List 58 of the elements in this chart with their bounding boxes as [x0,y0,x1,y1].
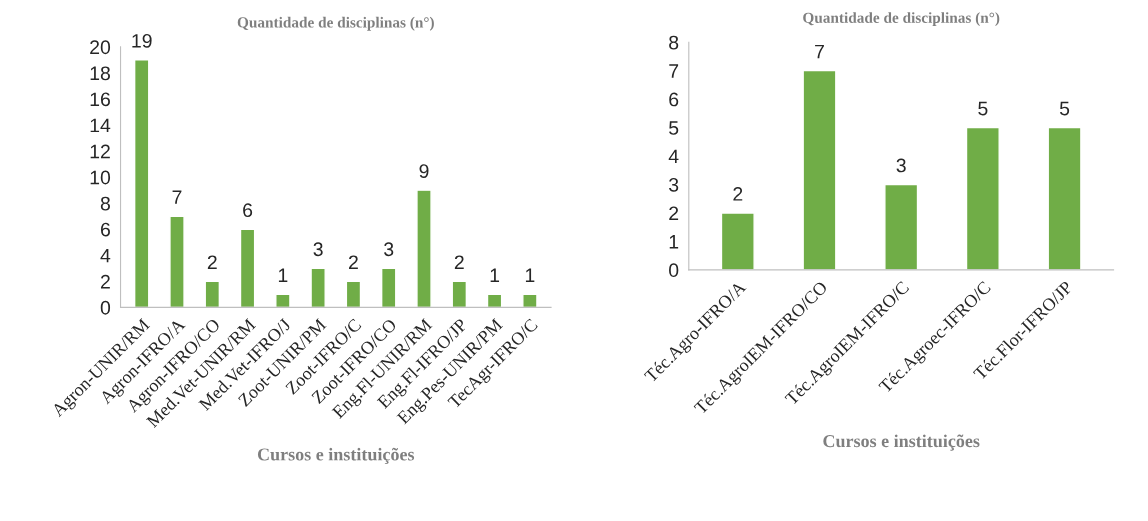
bar [345,280,362,308]
data-label: 5 [1059,101,1070,116]
y-tick-label: 1 [669,235,679,249]
data-label: 9 [419,164,429,178]
bar [275,293,291,308]
y-tick-label: 3 [669,177,679,192]
bar [133,59,150,308]
data-label: 1 [490,268,500,282]
data-label: 19 [132,33,152,48]
bar [720,212,755,270]
data-label: 2 [349,255,358,269]
x-axis-title: Cursos e instituições [257,447,415,465]
y-tick-label: 16 [90,92,110,107]
bar [965,126,1000,270]
bar [416,189,432,308]
y-tick-label: 14 [90,118,111,133]
data-label: 6 [243,203,253,218]
data-label: 2 [207,255,217,269]
data-label: 7 [815,44,824,59]
chart-title: Quantidade de disciplinas (n°) [237,16,434,31]
data-label: 7 [172,190,182,204]
y-tick-label: 0 [669,263,679,278]
bar [1047,126,1082,270]
data-label: 3 [896,158,906,173]
data-label: 2 [733,187,743,201]
bar [380,267,397,308]
bar [169,215,185,308]
y-tick-label: 6 [669,92,679,107]
data-label: 2 [454,255,464,269]
bar [310,267,326,308]
x-axis-title: Cursos e instituições [823,434,980,451]
y-tick-label: 2 [100,274,110,289]
y-tick-label: 5 [669,121,679,135]
data-label: 3 [384,242,394,257]
bar [884,183,919,270]
y-tick-label: 12 [90,144,110,159]
y-tick-label: 4 [100,248,111,263]
bar [204,280,221,308]
y-tick-label: 8 [669,35,679,50]
data-label: 3 [313,242,323,257]
bar [239,228,256,308]
y-tick-label: 10 [90,170,111,185]
y-tick-label: 20 [90,40,111,55]
data-label: 5 [978,101,988,116]
y-tick-label: 7 [669,64,679,78]
bar [802,69,837,270]
y-tick-label: 0 [100,300,111,315]
y-tick-label: 18 [90,66,110,81]
bar [522,293,538,308]
y-tick-label: 6 [100,222,110,237]
y-tick-label: 8 [100,196,110,211]
y-tick-label: 2 [669,206,679,220]
bar [486,293,503,308]
y-tick-label: 4 [668,149,679,164]
data-label: 1 [278,268,288,282]
bar [451,280,468,308]
data-label: 1 [525,268,535,282]
chart-title: Quantidade de disciplinas (n°) [803,12,1000,27]
